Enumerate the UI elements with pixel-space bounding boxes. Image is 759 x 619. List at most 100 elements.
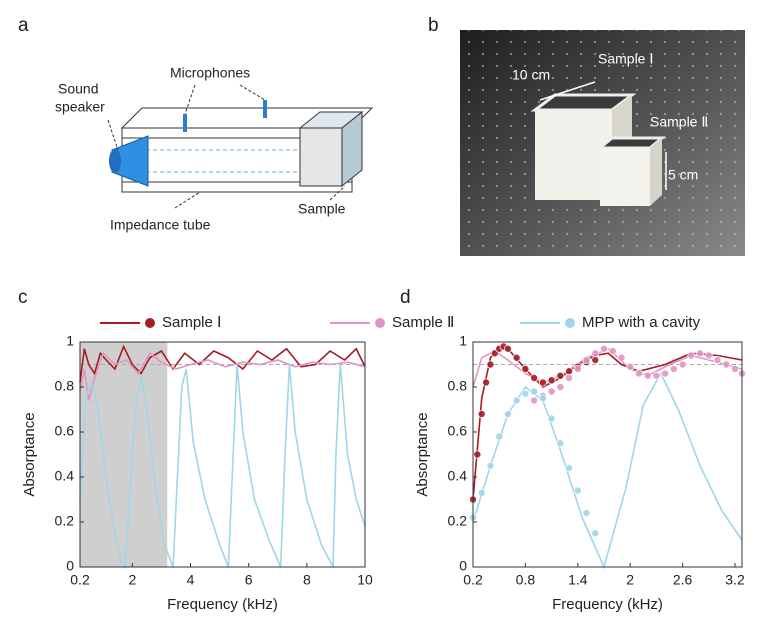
- data-point: [495, 432, 504, 441]
- y-tick-label: 0.8: [448, 378, 468, 394]
- y-tick-label: 0.2: [55, 513, 75, 529]
- plot-frame: [472, 341, 743, 568]
- data-point: [591, 349, 600, 358]
- y-tick-label: 0.6: [55, 423, 75, 439]
- data-point: [521, 364, 530, 373]
- data-point: [565, 463, 574, 472]
- legend-marker: [375, 318, 385, 328]
- data-point: [477, 409, 486, 418]
- data-point: [652, 371, 661, 380]
- photo-label: 5 cm: [668, 167, 698, 183]
- x-tick-label: 6: [245, 572, 253, 588]
- data-line: [79, 364, 366, 570]
- x-axis-label: Frequency (kHz): [167, 596, 278, 613]
- data-point: [482, 378, 491, 387]
- data-point: [591, 529, 600, 538]
- data-point: [661, 369, 670, 378]
- data-point: [704, 351, 713, 360]
- data-point: [538, 378, 547, 387]
- legend-marker: [565, 318, 575, 328]
- data-point: [696, 349, 705, 358]
- diagram-label: Sample: [298, 201, 346, 217]
- x-tick-label: 4: [187, 572, 195, 588]
- y-tick-label: 0.4: [55, 468, 75, 484]
- data-point: [512, 353, 521, 362]
- x-axis-label: Frequency (kHz): [552, 596, 663, 613]
- x-tick-label: 3.2: [725, 572, 745, 588]
- data-point: [626, 362, 635, 371]
- y-tick-label: 1: [459, 333, 467, 349]
- data-point: [565, 367, 574, 376]
- panel-label: c: [18, 287, 28, 308]
- x-tick-label: 0.2: [70, 572, 90, 588]
- data-point: [530, 396, 539, 405]
- photo-label: 10 cm: [512, 67, 550, 83]
- data-point: [608, 346, 617, 355]
- x-tick-label: 2.6: [673, 572, 693, 588]
- legend-label: Sample Ⅰ: [162, 314, 221, 331]
- legend-label: MPP with a cavity: [582, 314, 701, 331]
- data-point: [591, 355, 600, 364]
- data-point: [547, 387, 556, 396]
- data-point: [713, 355, 722, 364]
- panel-label: b: [428, 15, 439, 36]
- x-tick-label: 0.8: [516, 572, 536, 588]
- data-point: [556, 439, 565, 448]
- x-tick-label: 2: [626, 572, 634, 588]
- panel-label: d: [400, 287, 411, 308]
- data-point: [678, 360, 687, 369]
- data-line: [79, 351, 366, 401]
- y-tick-label: 0.8: [55, 378, 75, 394]
- legend-label: Sample Ⅱ: [392, 314, 454, 331]
- photo-label: Sample Ⅰ: [598, 51, 654, 67]
- data-point: [643, 371, 652, 380]
- plot-frame: [79, 341, 366, 568]
- data-point: [473, 450, 482, 459]
- data-point: [538, 394, 547, 403]
- data-point: [521, 389, 530, 398]
- diagram-label: Sound: [58, 81, 98, 97]
- y-tick-label: 0.6: [448, 423, 468, 439]
- diagram-label: Microphones: [170, 65, 250, 81]
- shaded-range: [80, 342, 168, 567]
- data-point: [582, 355, 591, 364]
- data-point: [503, 409, 512, 418]
- y-axis-label: Absorptance: [414, 412, 431, 496]
- data-point: [530, 373, 539, 382]
- data-point: [731, 364, 740, 373]
- x-tick-label: 0.2: [463, 572, 483, 588]
- data-point: [486, 360, 495, 369]
- data-point: [486, 461, 495, 470]
- data-point: [722, 360, 731, 369]
- data-point: [556, 382, 565, 391]
- data-point: [503, 344, 512, 353]
- data-point: [669, 364, 678, 373]
- y-axis-label: Absorptance: [21, 412, 38, 496]
- data-point: [556, 371, 565, 380]
- y-tick-label: 1: [66, 333, 74, 349]
- data-line: [472, 345, 743, 500]
- diagram-label: Impedance tube: [110, 217, 211, 233]
- data-point: [582, 508, 591, 517]
- data-point: [573, 486, 582, 495]
- y-tick-label: 0: [66, 558, 74, 574]
- data-point: [565, 373, 574, 382]
- data-point: [600, 344, 609, 353]
- data-point: [477, 488, 486, 497]
- y-tick-label: 0.4: [448, 468, 468, 484]
- y-tick-label: 0: [459, 558, 467, 574]
- data-point: [634, 369, 643, 378]
- x-tick-label: 8: [303, 572, 311, 588]
- diagram-label: speaker: [55, 99, 105, 115]
- data-point: [547, 414, 556, 423]
- legend-marker: [145, 318, 155, 328]
- y-tick-label: 0.2: [448, 513, 468, 529]
- data-point: [573, 364, 582, 373]
- impedance-tube-diagram: Sound speaker Microphones Impedance tube…: [55, 65, 374, 233]
- data-point: [547, 376, 556, 385]
- panel-label: a: [18, 15, 29, 36]
- x-tick-label: 10: [357, 572, 373, 588]
- photo-label: Sample Ⅱ: [650, 114, 708, 130]
- x-tick-label: 2: [128, 572, 136, 588]
